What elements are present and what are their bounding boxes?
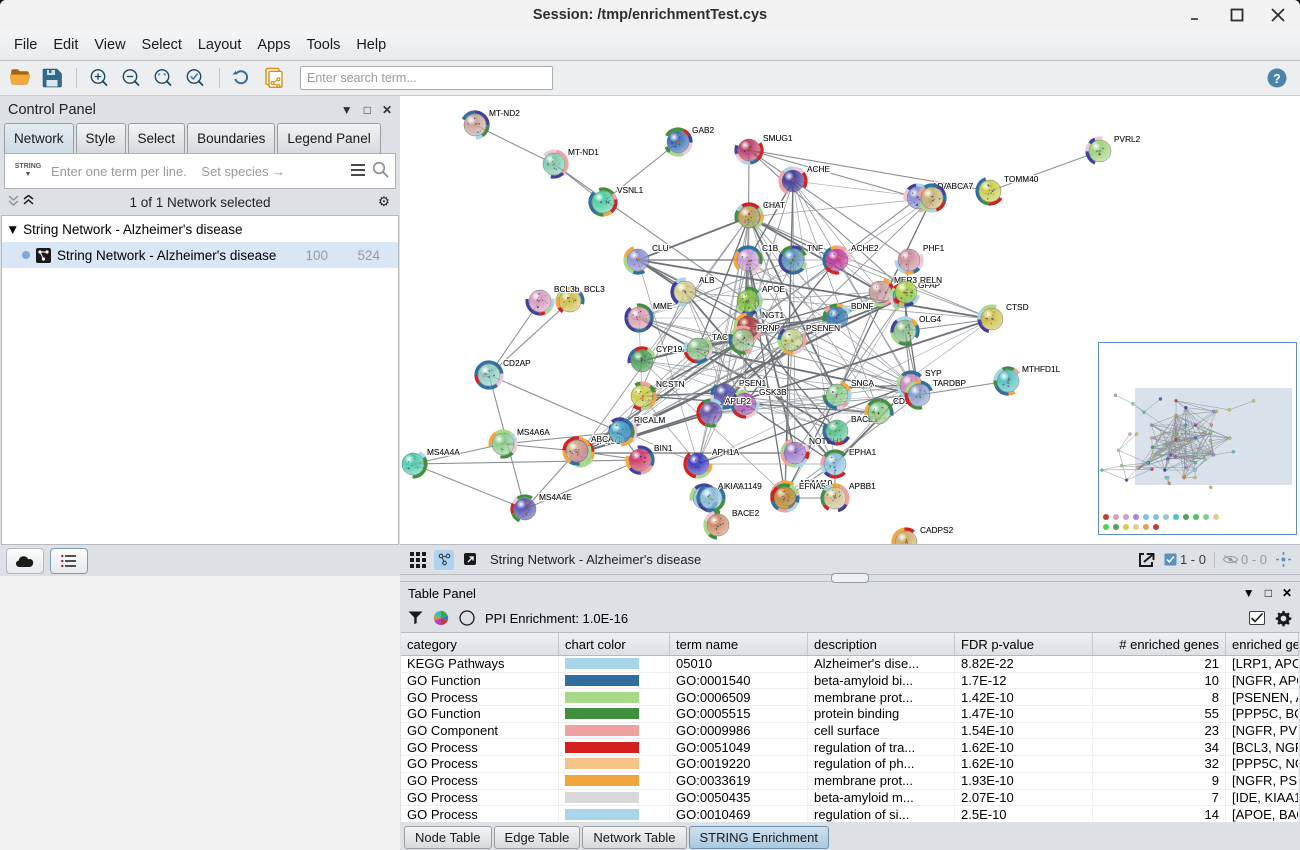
svg-text:MS4A4E: MS4A4E bbox=[539, 492, 572, 502]
svg-text:MTHFD1L: MTHFD1L bbox=[1022, 364, 1061, 374]
svg-text:TNF: TNF bbox=[807, 243, 823, 253]
svg-text:APBB1: APBB1 bbox=[849, 481, 876, 491]
svg-text:BCL3b: BCL3b bbox=[554, 284, 580, 294]
svg-text:PSENEN: PSENEN bbox=[806, 323, 840, 333]
svg-text:SMUG1: SMUG1 bbox=[763, 133, 793, 143]
svg-text:KIAA1149: KIAA1149 bbox=[725, 481, 762, 491]
svg-text:SNCA: SNCA bbox=[851, 378, 875, 388]
svg-text:MT-ND2: MT-ND2 bbox=[489, 108, 520, 118]
svg-text:CHAT: CHAT bbox=[763, 200, 785, 210]
svg-text:EPHA1: EPHA1 bbox=[849, 447, 877, 457]
svg-text:TARDBP: TARDBP bbox=[933, 378, 967, 388]
svg-text:?: ? bbox=[1273, 72, 1281, 86]
svg-text:MME: MME bbox=[653, 301, 673, 311]
svg-text:CLU: CLU bbox=[652, 243, 669, 253]
svg-text:ACHE: ACHE bbox=[807, 164, 831, 174]
svg-text:GAB2: GAB2 bbox=[692, 125, 715, 135]
svg-text:PVRL2: PVRL2 bbox=[1114, 134, 1141, 144]
svg-text:GSK3B: GSK3B bbox=[759, 387, 787, 397]
svg-text:VSNL1: VSNL1 bbox=[617, 185, 644, 195]
svg-text:RICALM: RICALM bbox=[634, 415, 665, 425]
svg-text:CD2AP: CD2AP bbox=[503, 358, 531, 368]
svg-text:MS4A4A: MS4A4A bbox=[427, 447, 460, 457]
svg-text:RELN: RELN bbox=[920, 275, 942, 285]
svg-text:BCL3: BCL3 bbox=[584, 284, 605, 294]
svg-text:NGT1: NGT1 bbox=[762, 310, 785, 320]
svg-text:MS4A6A: MS4A6A bbox=[517, 427, 550, 437]
svg-text:APH1A: APH1A bbox=[712, 447, 740, 457]
svg-text:C1B: C1B bbox=[762, 243, 779, 253]
svg-text:PRNP: PRNP bbox=[757, 323, 781, 333]
svg-text:APLP2: APLP2 bbox=[725, 396, 751, 406]
svg-text:BIN1: BIN1 bbox=[654, 443, 673, 453]
svg-text:BDNF: BDNF bbox=[851, 301, 874, 311]
svg-text:CADPS2: CADPS2 bbox=[920, 525, 954, 535]
svg-text:EFNA5: EFNA5 bbox=[799, 481, 826, 491]
svg-text:SYP: SYP bbox=[925, 368, 942, 378]
svg-text:CTSD: CTSD bbox=[1006, 302, 1029, 312]
svg-text:TOMM40: TOMM40 bbox=[1004, 174, 1039, 184]
svg-text:APOE: APOE bbox=[762, 284, 786, 294]
svg-text:ACHE2: ACHE2 bbox=[851, 243, 879, 253]
svg-text:ABCA7: ABCA7 bbox=[946, 181, 974, 191]
svg-text:PHF1: PHF1 bbox=[923, 243, 945, 253]
svg-text:ALB: ALB bbox=[699, 275, 715, 285]
svg-text:BACE2: BACE2 bbox=[732, 508, 760, 518]
svg-text:NCSTN: NCSTN bbox=[656, 379, 685, 389]
svg-text:OLG4: OLG4 bbox=[919, 314, 942, 324]
svg-text:MT-ND1: MT-ND1 bbox=[568, 147, 599, 157]
